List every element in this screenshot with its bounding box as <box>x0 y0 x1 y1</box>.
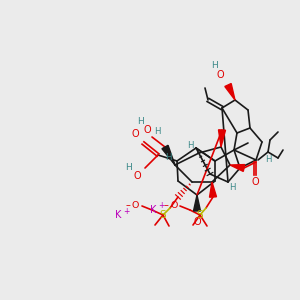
Polygon shape <box>194 195 200 211</box>
Text: H: H <box>124 164 131 172</box>
Text: K: K <box>150 205 156 215</box>
Text: H: H <box>187 140 193 149</box>
Text: H: H <box>211 61 218 70</box>
Text: S: S <box>160 210 166 220</box>
Text: O: O <box>216 70 224 80</box>
Text: O: O <box>193 217 201 227</box>
Polygon shape <box>218 130 226 147</box>
Polygon shape <box>162 145 175 165</box>
Text: –: – <box>126 200 130 210</box>
Text: –: – <box>164 200 168 210</box>
Text: O: O <box>251 177 259 187</box>
Text: O: O <box>131 129 139 139</box>
Text: O: O <box>143 125 151 135</box>
Text: H: H <box>265 155 271 164</box>
Text: +: + <box>158 202 164 211</box>
Text: H: H <box>229 184 235 193</box>
Text: S: S <box>197 210 203 220</box>
Polygon shape <box>225 83 235 100</box>
Text: O: O <box>170 200 178 209</box>
Text: +: + <box>123 206 129 215</box>
Text: O: O <box>133 171 141 181</box>
Polygon shape <box>209 182 217 197</box>
Text: O: O <box>131 200 139 209</box>
Text: H: H <box>154 128 160 136</box>
Text: K: K <box>115 210 121 220</box>
Text: H: H <box>136 118 143 127</box>
Text: H: H <box>165 154 171 163</box>
Polygon shape <box>230 165 245 171</box>
